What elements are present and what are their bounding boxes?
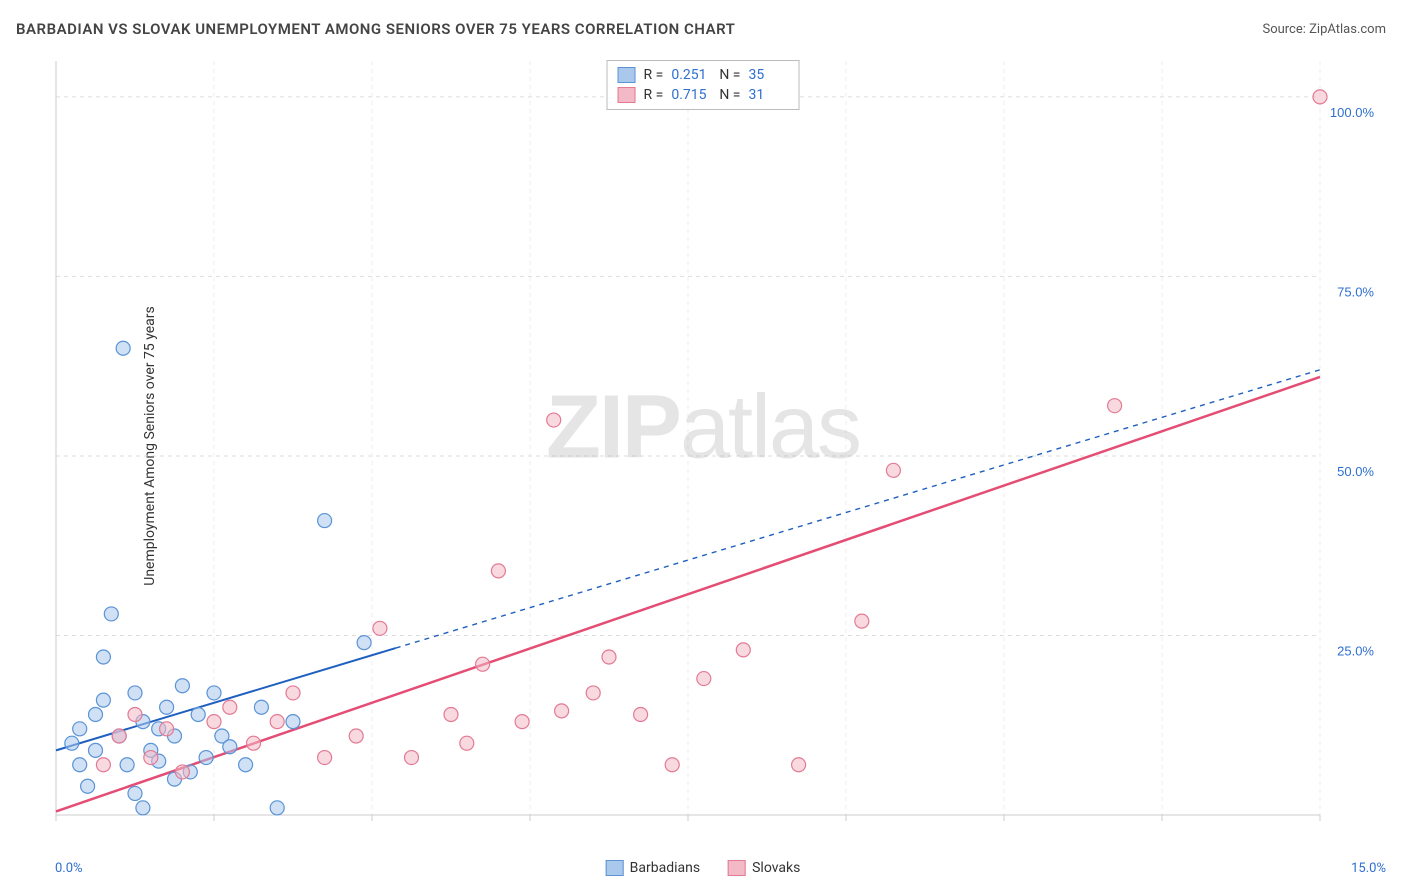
swatch-barbadians-icon [606, 860, 624, 876]
source-prefix: Source: [1262, 22, 1309, 37]
r-label: R = [644, 87, 664, 103]
chart-container: BARBADIAN VS SLOVAK UNEMPLOYMENT AMONG S… [0, 0, 1406, 892]
svg-text:75.0%: 75.0% [1337, 284, 1374, 299]
n-value-slovaks: 31 [748, 87, 788, 103]
scatter-plot-svg: 25.0% 50.0% 75.0% 100.0% [50, 55, 1380, 835]
bottom-legend: Barbadians Slovaks [606, 860, 801, 876]
legend-item-barbadians: Barbadians [606, 860, 700, 876]
legend-label-slovaks: Slovaks [752, 860, 800, 876]
legend-label-barbadians: Barbadians [630, 860, 700, 876]
stats-row-slovaks: R = 0.715 N = 31 [618, 85, 789, 105]
legend-item-slovaks: Slovaks [728, 860, 800, 876]
r-value-barbadians: 0.251 [671, 67, 711, 83]
swatch-slovaks [618, 87, 636, 103]
x-axis-max-label: 15.0% [1351, 861, 1386, 876]
source-attribution: Source: ZipAtlas.com [1262, 22, 1386, 37]
svg-text:50.0%: 50.0% [1337, 464, 1374, 479]
x-axis-min-label: 0.0% [55, 861, 83, 876]
r-label: R = [644, 67, 664, 83]
n-label: N = [719, 87, 740, 103]
svg-text:25.0%: 25.0% [1337, 643, 1374, 658]
svg-text:100.0%: 100.0% [1330, 105, 1375, 120]
plot-area: 25.0% 50.0% 75.0% 100.0% [50, 55, 1380, 835]
swatch-barbadians [618, 67, 636, 83]
swatch-slovaks-icon [728, 860, 746, 876]
n-value-barbadians: 35 [748, 67, 788, 83]
r-value-slovaks: 0.715 [671, 87, 711, 103]
source-name: ZipAtlas.com [1309, 22, 1386, 37]
n-label: N = [719, 67, 740, 83]
chart-title: BARBADIAN VS SLOVAK UNEMPLOYMENT AMONG S… [16, 20, 735, 38]
stats-legend-box: R = 0.251 N = 35 R = 0.715 N = 31 [607, 60, 800, 110]
stats-row-barbadians: R = 0.251 N = 35 [618, 65, 789, 85]
